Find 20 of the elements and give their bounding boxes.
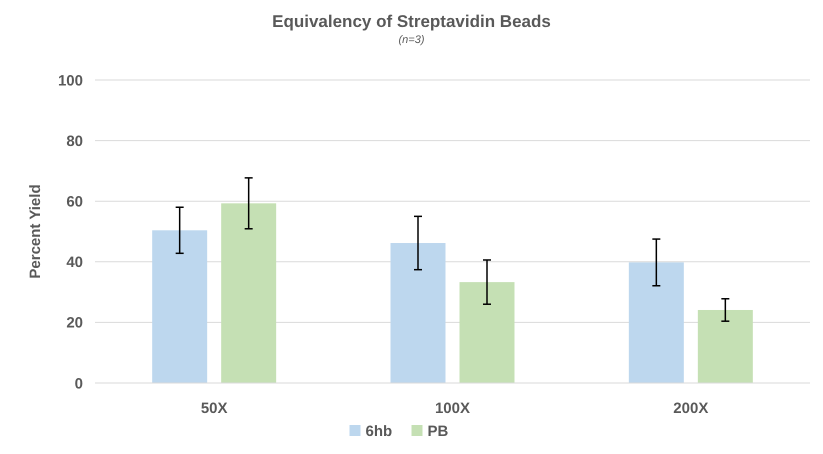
x-tick-label: 100X bbox=[434, 400, 470, 417]
y-axis-title: Percent Yield bbox=[27, 184, 44, 279]
legend-label: 6hb bbox=[366, 423, 392, 440]
x-tick-label: 200X bbox=[673, 400, 708, 417]
bar bbox=[221, 203, 276, 383]
bar bbox=[152, 230, 208, 383]
y-tick-label: 20 bbox=[66, 314, 83, 332]
bar bbox=[628, 262, 684, 383]
bar bbox=[698, 310, 753, 383]
x-tick-label: 50X bbox=[200, 400, 228, 417]
y-tick-label: 0 bbox=[74, 375, 83, 392]
y-tick-label: 40 bbox=[66, 254, 83, 272]
y-tick-label: 80 bbox=[66, 132, 83, 150]
legend-label: PB bbox=[428, 423, 449, 440]
bar bbox=[460, 282, 514, 383]
y-tick-label: 100 bbox=[58, 72, 83, 90]
chart-title: Equivalency of Streptavidin Beads bbox=[272, 12, 551, 31]
y-tick-label: 60 bbox=[66, 193, 83, 210]
bar bbox=[390, 243, 446, 383]
chart-subtitle: (n=3) bbox=[398, 34, 425, 46]
